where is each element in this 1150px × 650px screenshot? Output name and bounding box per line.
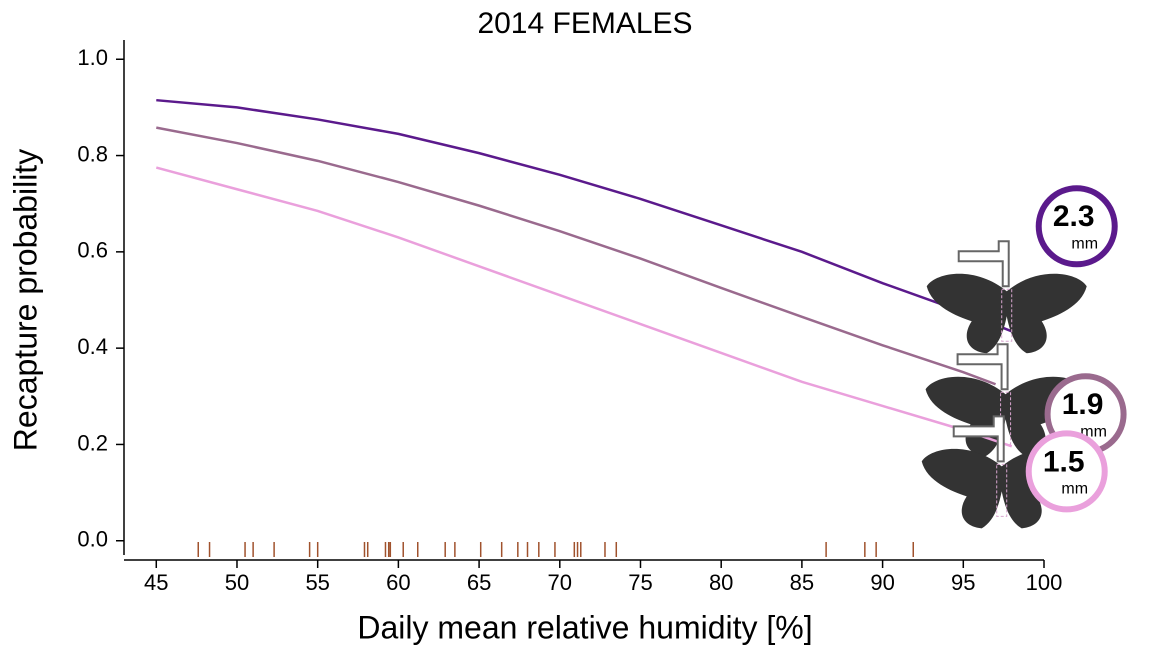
series-line	[155, 166, 1013, 448]
y-axis-label: Recapture probability	[7, 149, 43, 451]
y-tick-label: 1.0	[77, 45, 108, 70]
x-tick-label: 60	[386, 570, 410, 595]
badge: 1.9mm	[925, 343, 1127, 457]
y-tick-label: 0.6	[77, 238, 108, 263]
butterfly	[925, 376, 1086, 457]
x-tick-label: 75	[628, 570, 652, 595]
size-label: 2.3	[1053, 200, 1095, 233]
butterfly	[926, 273, 1087, 354]
y-tick-label: 0.2	[77, 430, 108, 455]
x-tick-label: 95	[951, 570, 975, 595]
series-line	[156, 126, 997, 386]
x-tick-label: 50	[225, 570, 249, 595]
butterfly-body	[1001, 288, 1013, 342]
badge-circle	[1025, 430, 1108, 513]
size-label: 1.5	[1043, 445, 1085, 478]
size-unit: mm	[1071, 236, 1098, 253]
caliper	[952, 415, 1005, 463]
badge-circle	[1035, 185, 1118, 268]
badge: 2.3 mm	[926, 185, 1118, 354]
x-tick-label: 90	[870, 570, 894, 595]
x-tick-label: 70	[548, 570, 572, 595]
badge: 1.5 mm	[921, 415, 1108, 529]
x-axis-label: Daily mean relative humidity [%]	[357, 609, 812, 645]
size-unit: mm	[1061, 481, 1088, 498]
y-tick-label: 0.0	[77, 527, 108, 552]
x-tick-label: 80	[709, 570, 733, 595]
caliper	[956, 343, 1009, 391]
x-tick-label: 100	[1026, 570, 1063, 595]
chart-title: 2014 FEMALES	[477, 7, 692, 40]
y-tick-label: 0.8	[77, 141, 108, 166]
y-tick-label: 0.4	[77, 334, 108, 359]
x-tick-label: 45	[144, 570, 168, 595]
butterfly-body	[996, 463, 1008, 517]
size-label: 1.9	[1062, 388, 1104, 421]
series-line	[156, 98, 1013, 333]
x-tick-label: 85	[790, 570, 814, 595]
x-tick-label: 55	[305, 570, 329, 595]
x-tick-label: 65	[467, 570, 491, 595]
caliper	[957, 240, 1010, 288]
